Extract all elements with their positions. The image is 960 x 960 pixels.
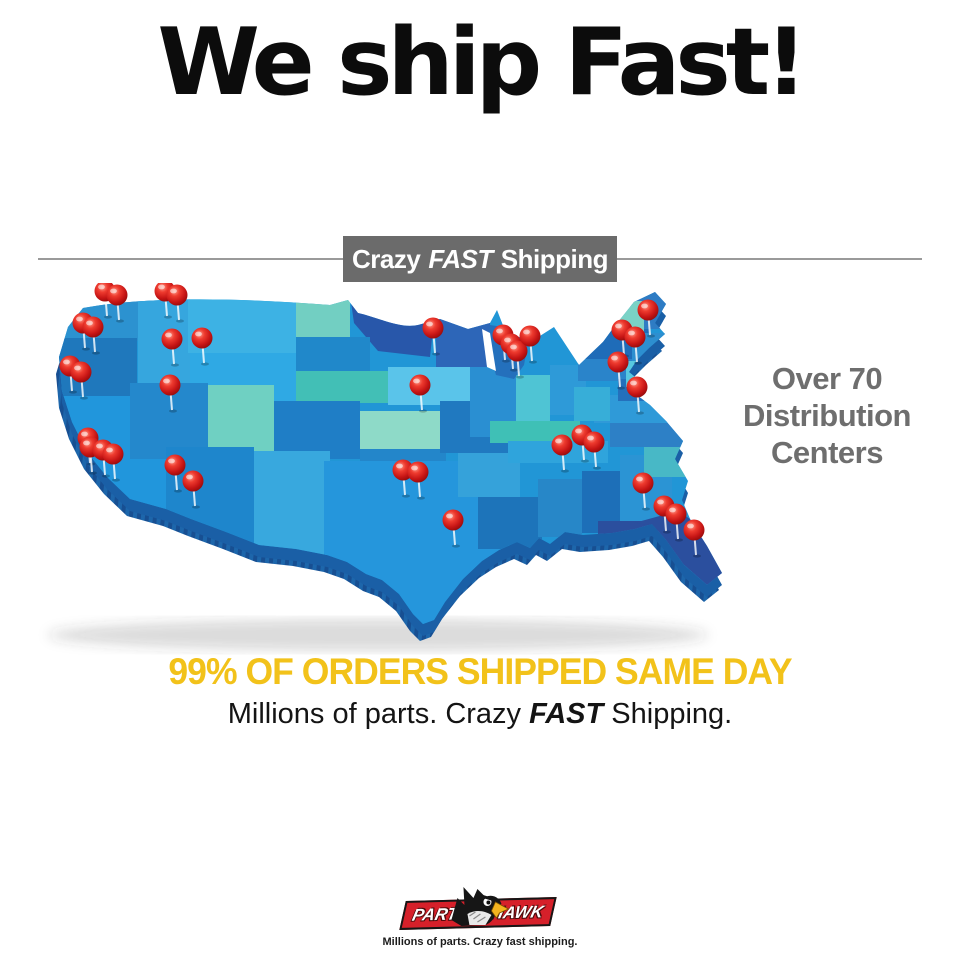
map-pin (551, 434, 573, 473)
map-pin (637, 299, 659, 338)
map-pin (583, 431, 605, 470)
map-pin (665, 503, 687, 542)
sub-suffix: Shipping. (603, 698, 733, 730)
sub-prefix: Millions of parts. Crazy (227, 698, 530, 730)
map-pin (159, 374, 181, 413)
map-pin (624, 326, 646, 365)
us-map-svg (48, 280, 722, 651)
millions-of-parts-line: Millions of parts. Crazy FAST Shipping. (0, 698, 960, 731)
partshawk-logo: PARTS HAWK Millions of parts. Crazy fast… (0, 884, 960, 948)
map-pin (409, 374, 431, 413)
map-pin (422, 317, 444, 356)
logo-banner-wrap: PARTS HAWK (395, 884, 565, 932)
map-pin (164, 454, 186, 493)
map-pin (166, 284, 188, 323)
sub-emphasis: FAST (529, 698, 604, 730)
map-pin (519, 325, 541, 364)
distribution-pins-layer (59, 280, 705, 558)
ribbon-text-emphasis: FAST (428, 243, 493, 274)
map-pin (607, 351, 629, 390)
map-pin (632, 472, 654, 511)
note-line-1: Over 70 (771, 361, 883, 396)
map-pin (82, 316, 104, 355)
map-shadow (48, 619, 708, 651)
same-day-claim: 99% OF ORDERS SHIPPED SAME DAY (168, 651, 792, 692)
map-pin (106, 284, 128, 323)
map-pin (161, 328, 183, 367)
note-line-2: Distribution (743, 398, 911, 433)
map-pin (407, 461, 429, 500)
ribbon-text-suffix: Shipping (500, 243, 609, 274)
map-pin (182, 470, 204, 509)
us-map-3d (38, 280, 728, 663)
logo-tagline: Millions of parts. Crazy fast shipping. (382, 936, 578, 948)
map-pin (102, 443, 124, 482)
map-pin (70, 361, 92, 400)
hawk-icon (451, 887, 510, 926)
ribbon-text-prefix: Crazy (352, 243, 421, 274)
map-pin (506, 340, 528, 379)
map-pin (626, 376, 648, 415)
distribution-centers-note: Over 70 Distribution Centers (712, 360, 942, 471)
map-pin (442, 509, 464, 548)
page-title: We ship Fast! (157, 8, 807, 116)
note-line-3: Centers (771, 435, 883, 470)
map-pin (683, 519, 705, 558)
map-pin (191, 327, 213, 366)
crazy-fast-shipping-ribbon: Crazy FAST Shipping (343, 236, 617, 282)
